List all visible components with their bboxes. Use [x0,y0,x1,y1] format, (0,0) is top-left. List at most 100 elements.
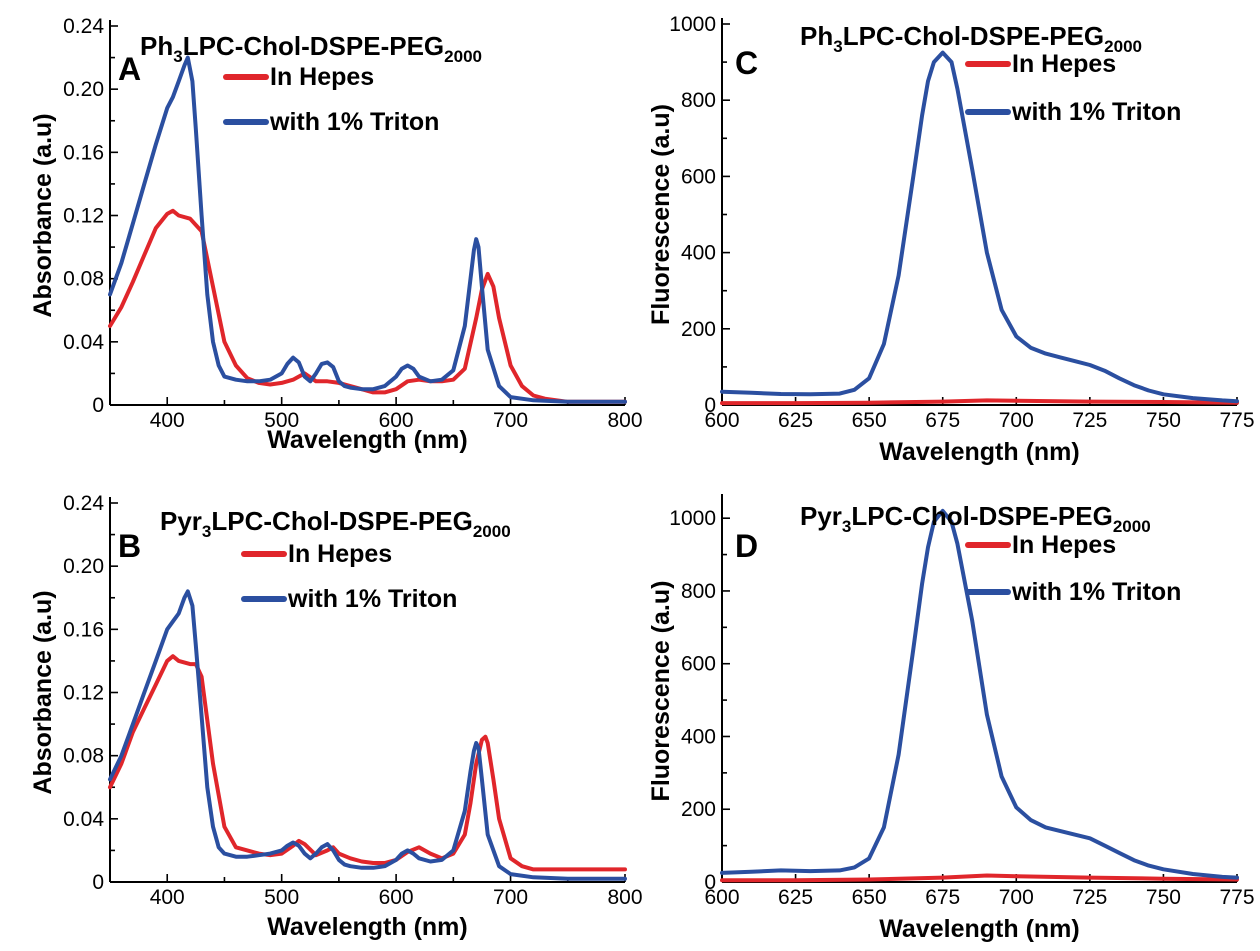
x-tick-label: 500 [264,886,299,909]
legend-label: with 1% Triton [1011,578,1181,606]
title-subscript: 3 [842,517,851,536]
x-tick-label: 600 [704,886,739,909]
x-tick-label: 650 [852,409,887,432]
title-text: LPC-Chol-DSPE-PEG [851,501,1112,531]
x-axis-label: Wavelength (nm) [267,426,467,454]
title-text: Ph [140,31,173,61]
x-axis-label: Wavelength (nm) [879,438,1079,466]
y-tick-label: 0.08 [63,268,104,291]
y-tick-label: 400 [681,725,716,748]
x-tick-label: 625 [778,409,813,432]
legend-label: In Hepes [270,63,374,91]
x-tick-label: 700 [999,409,1034,432]
y-axis-label: Absorbance (a.u) [29,113,57,317]
y-tick-label: 600 [681,653,716,676]
x-tick-label: 700 [493,409,528,432]
y-tick-label: 800 [681,580,716,603]
y-tick-label: 0 [92,394,104,417]
title-subscript: 2000 [444,47,482,66]
x-axis-label: Wavelength (nm) [267,913,467,941]
x-tick-label: 500 [264,409,299,432]
chart-panel-a: 400 500 600 700 800 0 0.04 0.08 0.12 0.16 0.20 0.24… [29,15,643,454]
x-tick-label: 650 [852,886,887,909]
x-tick-label: 725 [1072,886,1107,909]
legend-label: with 1% Triton [1011,98,1181,126]
title-text: Pyr [800,501,842,531]
y-tick-label: 1000 [669,13,716,36]
y-tick-label: 0.20 [63,78,104,101]
series-line-hepes [720,873,1239,883]
legend-label: with 1% Triton [287,585,457,613]
x-axis-label: Wavelength (nm) [879,915,1079,943]
y-tick-label: 0.04 [63,331,104,354]
y-tick-label: 800 [681,89,716,112]
x-tick-label: 600 [704,409,739,432]
series-line-triton [108,55,627,404]
y-axis-label: Absorbance (a.u) [29,590,57,794]
x-tick-label: 700 [999,886,1034,909]
title-subscript: 3 [833,37,842,56]
series-line-hepes [720,398,1239,406]
y-tick-label: 0 [704,871,716,894]
series-line-triton [108,589,627,881]
y-tick-label: 1000 [669,507,716,530]
x-tick-label: 750 [1146,409,1181,432]
y-tick-label: 0.16 [63,618,104,641]
title-subscript: 2000 [473,522,511,541]
panel-letter: B [118,528,141,564]
title-text: LPC-Chol-DSPE-PEG [183,31,444,61]
chart-panel-c: 600 625 650 675 700 725 750 775 0 200 400 600 800 100… [647,13,1255,466]
chart-title: Ph3LPC-Chol-DSPE-PEG2000 [800,21,1142,56]
x-tick-label: 775 [1219,409,1254,432]
x-tick-label: 600 [379,409,414,432]
title-subscript: 3 [173,47,182,66]
y-axis-label: Fluorescence (a.u) [647,581,675,802]
title-subscript: 2000 [1113,517,1151,536]
title-text: LPC-Chol-DSPE-PEG [211,506,472,536]
y-tick-label: 0.16 [63,141,104,164]
series-line-hepes [108,208,627,404]
y-tick-label: 0 [704,394,716,417]
y-tick-label: 0 [92,871,104,894]
chart-panel-b: 400 500 600 700 800 0 0.04 0.08 0.12 0.16 0.20 0.24… [29,492,643,941]
legend-label: In Hepes [1012,531,1116,559]
x-tick-label: 400 [150,886,185,909]
x-tick-label: 700 [493,886,528,909]
series-line-triton [720,508,1239,880]
title-text: Ph [800,21,833,51]
x-tick-label: 675 [925,409,960,432]
chart-title: Pyr3LPC-Chol-DSPE-PEG2000 [160,506,511,541]
x-tick-label: 750 [1146,886,1181,909]
y-tick-label: 0.12 [63,205,104,228]
x-tick-label: 725 [1072,409,1107,432]
chart-title: Ph3LPC-Chol-DSPE-PEG2000 [140,31,482,66]
title-subscript: 3 [202,522,211,541]
x-tick-label: 675 [925,886,960,909]
y-tick-label: 0.20 [63,555,104,578]
x-tick-label: 600 [379,886,414,909]
legend-label: In Hepes [288,540,392,568]
x-tick-label: 400 [150,409,185,432]
chart-panel-d: 600 625 650 675 700 725 750 775 0 200 400 600 800 100… [647,494,1255,943]
x-tick-label: 800 [607,886,642,909]
y-tick-label: 0.08 [63,745,104,768]
legend-label: with 1% Triton [269,108,439,136]
x-tick-label: 800 [607,409,642,432]
y-tick-label: 0.04 [63,808,104,831]
series-line-triton [720,50,1239,404]
series-line-hepes [108,654,627,872]
y-tick-label: 200 [681,318,716,341]
title-text: LPC-Chol-DSPE-PEG [843,21,1104,51]
x-tick-label: 775 [1219,886,1254,909]
y-tick-label: 400 [681,242,716,265]
title-text: Pyr [160,506,202,536]
x-tick-label: 625 [778,886,813,909]
y-tick-label: 0.24 [63,492,104,515]
y-axis-label: Fluorescence (a.u) [647,104,675,325]
title-subscript: 2000 [1104,37,1142,56]
chart-title: Pyr3LPC-Chol-DSPE-PEG2000 [800,501,1151,536]
panel-letter: A [118,51,141,87]
y-tick-label: 0.24 [63,15,104,38]
y-tick-label: 600 [681,165,716,188]
